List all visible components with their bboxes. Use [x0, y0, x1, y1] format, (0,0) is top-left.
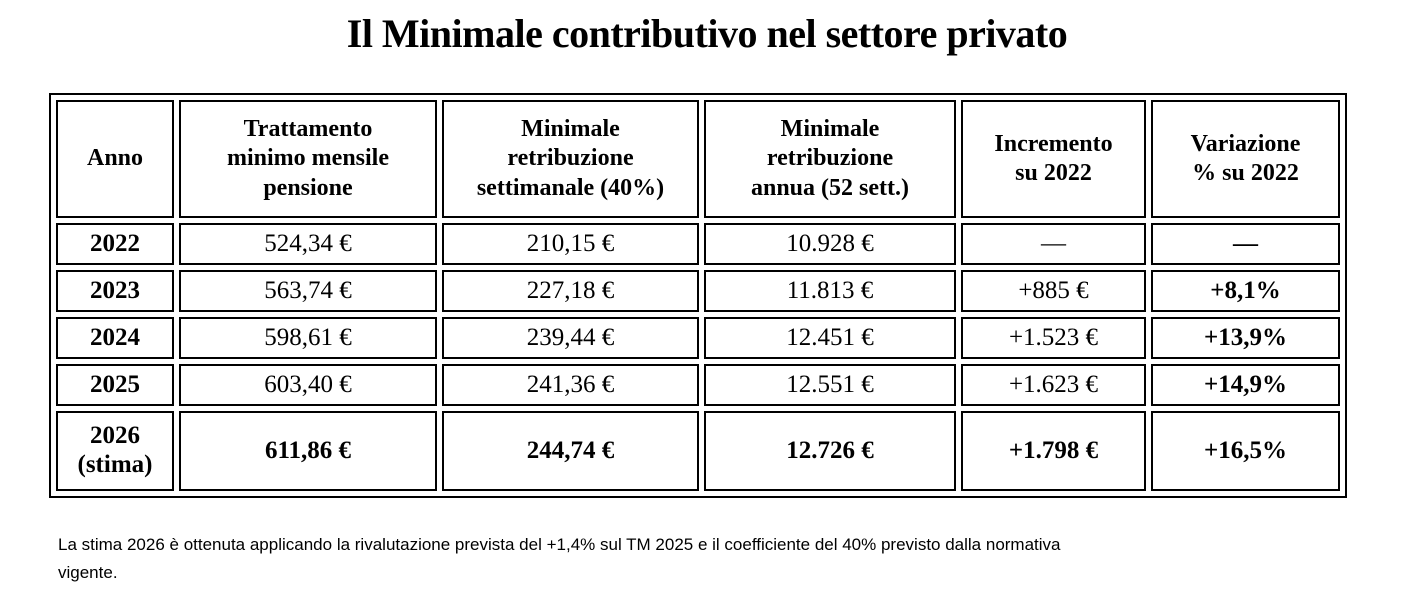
minimale-contributivo-table: Anno Trattamento minimo mensile pensione…: [49, 93, 1347, 498]
cell-trattamento: 611,86 €: [179, 411, 437, 491]
cell-trattamento: 598,61 €: [179, 317, 437, 359]
table-row-2023: 2023 563,74 € 227,18 € 11.813 € +885 € +…: [56, 270, 1340, 312]
cell-anno: 2025: [56, 364, 174, 406]
header-row: Anno Trattamento minimo mensile pensione…: [56, 100, 1340, 218]
cell-variazione: +16,5%: [1151, 411, 1340, 491]
cell-variazione: +14,9%: [1151, 364, 1340, 406]
cell-incremento: +1.623 €: [961, 364, 1146, 406]
table-row-2022: 2022 524,34 € 210,15 € 10.928 € — —: [56, 223, 1340, 265]
cell-incremento: —: [961, 223, 1146, 265]
cell-annua: 12.726 €: [704, 411, 956, 491]
cell-trattamento: 603,40 €: [179, 364, 437, 406]
cell-annua: 10.928 €: [704, 223, 956, 265]
cell-anno: 2023: [56, 270, 174, 312]
header-trattamento-minimo: Trattamento minimo mensile pensione: [179, 100, 437, 218]
cell-annua: 11.813 €: [704, 270, 956, 312]
cell-annua: 12.451 €: [704, 317, 956, 359]
header-minimale-annua: Minimale retribuzione annua (52 sett.): [704, 100, 956, 218]
cell-anno: 2022: [56, 223, 174, 265]
cell-settimanale: 227,18 €: [442, 270, 699, 312]
table-row-2026-stima: 2026 (stima) 611,86 € 244,74 € 12.726 € …: [56, 411, 1340, 491]
cell-settimanale: 244,74 €: [442, 411, 699, 491]
cell-annua: 12.551 €: [704, 364, 956, 406]
table-row-2025: 2025 603,40 € 241,36 € 12.551 € +1.623 €…: [56, 364, 1340, 406]
cell-anno: 2024: [56, 317, 174, 359]
table-row-2024: 2024 598,61 € 239,44 € 12.451 € +1.523 €…: [56, 317, 1340, 359]
header-minimale-settimanale: Minimale retribuzione settimanale (40%): [442, 100, 699, 218]
cell-settimanale: 210,15 €: [442, 223, 699, 265]
cell-anno: 2026 (stima): [56, 411, 174, 491]
cell-variazione: +8,1%: [1151, 270, 1340, 312]
cell-trattamento: 563,74 €: [179, 270, 437, 312]
cell-settimanale: 241,36 €: [442, 364, 699, 406]
cell-incremento: +885 €: [961, 270, 1146, 312]
cell-variazione: —: [1151, 223, 1340, 265]
header-anno: Anno: [56, 100, 174, 218]
cell-trattamento: 524,34 €: [179, 223, 437, 265]
header-variazione: Variazione % su 2022: [1151, 100, 1340, 218]
cell-incremento: +1.798 €: [961, 411, 1146, 491]
cell-settimanale: 239,44 €: [442, 317, 699, 359]
cell-incremento: +1.523 €: [961, 317, 1146, 359]
footnote-stima-2026: La stima 2026 è ottenuta applicando la r…: [58, 535, 1061, 583]
cell-variazione: +13,9%: [1151, 317, 1340, 359]
page-title: Il Minimale contributivo nel settore pri…: [346, 11, 1068, 56]
header-incremento: Incremento su 2022: [961, 100, 1146, 218]
